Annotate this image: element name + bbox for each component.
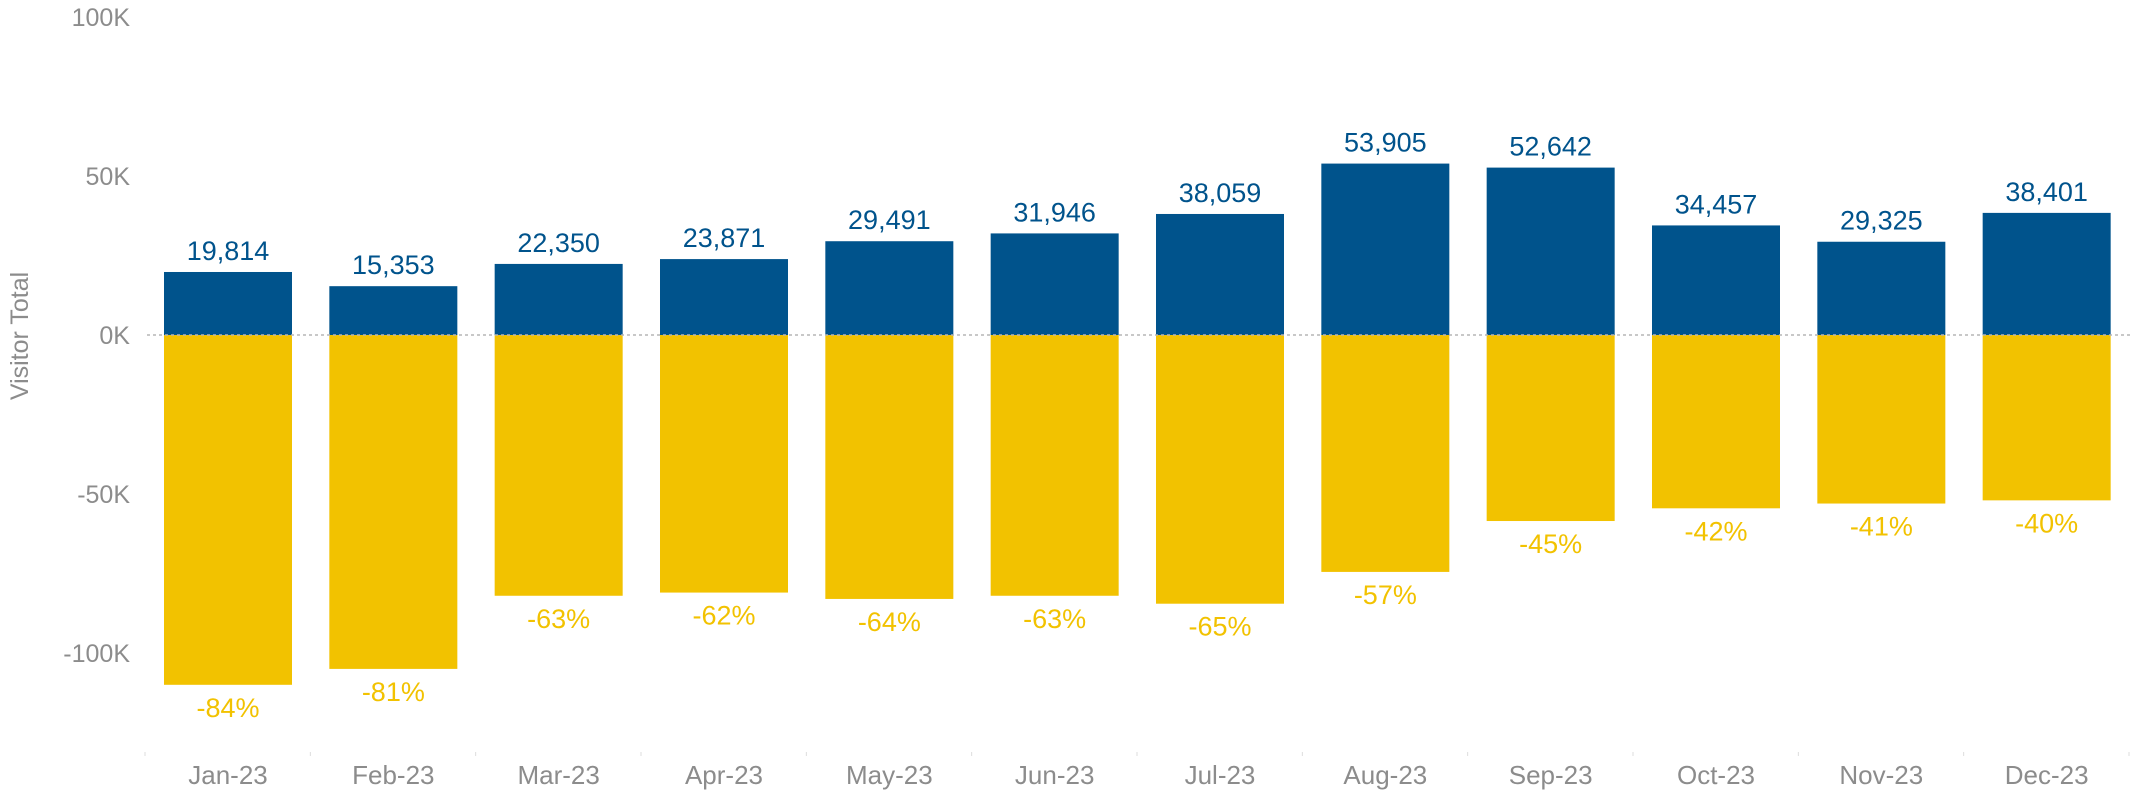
visitor-value-label: 19,814: [187, 236, 270, 266]
visitor-bar: [660, 259, 788, 335]
change-pct-label: -57%: [1354, 580, 1417, 610]
visitor-bar: [1817, 241, 1946, 335]
visitor-bar: [329, 286, 458, 335]
x-category-label: Sep-23: [1509, 760, 1593, 790]
x-category-label: Feb-23: [352, 760, 434, 790]
change-pct-label: -65%: [1188, 612, 1251, 642]
visitor-bar: [1486, 167, 1615, 335]
visitor-bar: [825, 241, 954, 335]
x-category-label: Nov-23: [1839, 760, 1923, 790]
change-bar: [494, 335, 623, 596]
x-category-label: Apr-23: [685, 760, 763, 790]
y-axis-title: Visitor Total: [6, 272, 34, 400]
y-tick-label: -100K: [63, 640, 130, 668]
visitor-bar: [1652, 225, 1780, 335]
visitor-value-label: 31,946: [1013, 197, 1096, 227]
x-category-label: Jul-23: [1185, 760, 1256, 790]
change-bar: [164, 335, 292, 685]
y-tick-label: 0K: [99, 322, 130, 350]
x-category-label: Aug-23: [1343, 760, 1427, 790]
x-category-label: Mar-23: [517, 760, 599, 790]
change-pct-label: -84%: [196, 693, 259, 723]
y-tick-label: 50K: [86, 163, 131, 191]
change-bar: [1321, 335, 1450, 572]
y-tick-label: -50K: [77, 481, 130, 509]
change-bar: [1486, 335, 1615, 522]
visitor-bar: [1982, 212, 2111, 335]
change-pct-label: -63%: [527, 604, 590, 634]
change-bar: [825, 335, 954, 599]
visitor-value-label: 53,905: [1344, 128, 1427, 158]
visitor-value-label: 38,059: [1179, 178, 1262, 208]
visitor-value-label: 22,350: [517, 228, 600, 258]
visitor-bar: [990, 233, 1119, 335]
change-pct-label: -81%: [362, 677, 425, 707]
change-bar: [1156, 335, 1284, 604]
visitor-bar: [1156, 213, 1284, 335]
change-pct-label: -41%: [1850, 512, 1913, 542]
visitor-value-label: 29,325: [1840, 206, 1923, 236]
visitor-bar: [1321, 163, 1450, 335]
visitor-value-label: 34,457: [1675, 189, 1758, 219]
y-tick-label: 100K: [72, 4, 131, 32]
change-bar: [1817, 335, 1946, 504]
visitor-value-label: 23,871: [683, 223, 766, 253]
visitor-value-label: 15,353: [352, 250, 435, 280]
change-bar: [990, 335, 1119, 596]
visitor-value-label: 52,642: [1509, 132, 1592, 162]
change-bar: [1982, 335, 2111, 501]
visitor-value-label: 29,491: [848, 205, 931, 235]
change-bar: [1652, 335, 1780, 509]
change-pct-label: -63%: [1023, 604, 1086, 634]
x-category-label: Dec-23: [2005, 760, 2089, 790]
change-pct-label: -42%: [1684, 516, 1747, 546]
visitor-bar: [494, 263, 623, 335]
x-category-label: Oct-23: [1677, 760, 1755, 790]
x-category-label: Jun-23: [1015, 760, 1095, 790]
change-bar: [660, 335, 788, 593]
change-bar: [329, 335, 458, 669]
x-category-label: Jan-23: [188, 760, 268, 790]
change-pct-label: -62%: [692, 601, 755, 631]
change-pct-label: -64%: [858, 607, 921, 637]
change-pct-label: -45%: [1519, 529, 1582, 559]
x-category-label: May-23: [846, 760, 933, 790]
visitor-bar: [164, 271, 292, 335]
change-pct-label: -40%: [2015, 508, 2078, 538]
visitor-value-label: 38,401: [2005, 177, 2088, 207]
